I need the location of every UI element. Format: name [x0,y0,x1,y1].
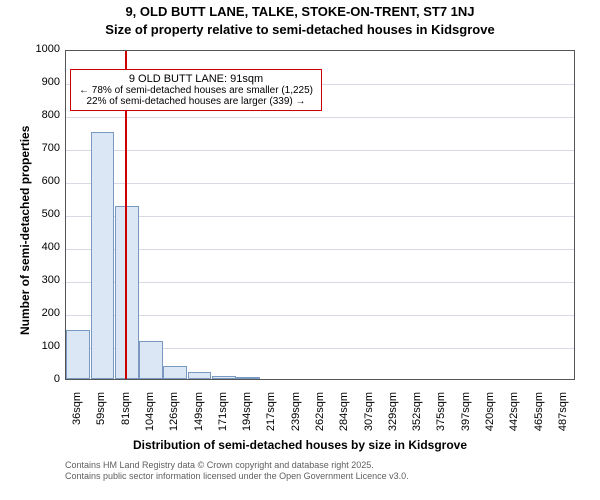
gridline-h [66,315,574,316]
x-tick-label: 59sqm [95,392,107,442]
annotation-title: 9 OLD BUTT LANE: 91sqm [79,73,313,85]
x-tick-label: 194sqm [241,392,253,442]
y-tick-label: 500 [20,208,60,220]
property-size-chart: 9, OLD BUTT LANE, TALKE, STOKE-ON-TRENT,… [0,0,600,500]
x-tick-label: 375sqm [435,392,447,442]
x-tick-label: 149sqm [193,392,205,442]
attribution-line1: Contains HM Land Registry data © Crown c… [65,460,409,471]
histogram-bar [139,341,163,379]
y-tick-label: 900 [20,76,60,88]
x-tick-label: 36sqm [71,392,83,442]
annotation-box: 9 OLD BUTT LANE: 91sqm ← 78% of semi-det… [70,69,322,111]
y-axis-title: Number of semi-detached properties [18,126,32,335]
gridline-h [66,150,574,151]
chart-title-line1: 9, OLD BUTT LANE, TALKE, STOKE-ON-TRENT,… [0,4,600,19]
x-tick-label: 465sqm [533,392,545,442]
x-tick-label: 81sqm [120,392,132,442]
y-tick-label: 800 [20,109,60,121]
x-tick-label: 329sqm [387,392,399,442]
gridline-h [66,249,574,250]
y-tick-label: 700 [20,142,60,154]
y-tick-label: 100 [20,340,60,352]
y-tick-label: 600 [20,175,60,187]
x-tick-label: 126sqm [168,392,180,442]
x-tick-label: 239sqm [290,392,302,442]
attribution-text: Contains HM Land Registry data © Crown c… [65,460,409,483]
x-tick-label: 104sqm [144,392,156,442]
gridline-h [66,183,574,184]
x-tick-label: 217sqm [265,392,277,442]
x-tick-label: 262sqm [314,392,326,442]
y-tick-label: 300 [20,274,60,286]
y-tick-label: 200 [20,307,60,319]
x-tick-label: 420sqm [484,392,496,442]
histogram-bar [115,206,139,379]
x-tick-label: 284sqm [338,392,350,442]
histogram-bar [66,330,90,380]
x-tick-label: 487sqm [557,392,569,442]
y-tick-label: 0 [20,373,60,385]
x-tick-label: 171sqm [217,392,229,442]
x-tick-label: 352sqm [411,392,423,442]
plot-area: 9 OLD BUTT LANE: 91sqm ← 78% of semi-det… [65,50,575,380]
y-tick-label: 1000 [20,43,60,55]
histogram-bar [212,376,236,379]
chart-title-line2: Size of property relative to semi-detach… [0,22,600,37]
histogram-bar [188,372,212,379]
annotation-line2: 22% of semi-detached houses are larger (… [79,96,313,107]
gridline-h [66,117,574,118]
annotation-line1: ← 78% of semi-detached houses are smalle… [79,85,313,96]
attribution-line2: Contains public sector information licen… [65,471,409,482]
y-tick-label: 400 [20,241,60,253]
histogram-bar [163,366,187,379]
x-tick-label: 397sqm [460,392,472,442]
histogram-bar [91,132,115,380]
histogram-bar [236,377,260,379]
x-tick-label: 307sqm [363,392,375,442]
x-tick-label: 442sqm [508,392,520,442]
gridline-h [66,282,574,283]
gridline-h [66,216,574,217]
